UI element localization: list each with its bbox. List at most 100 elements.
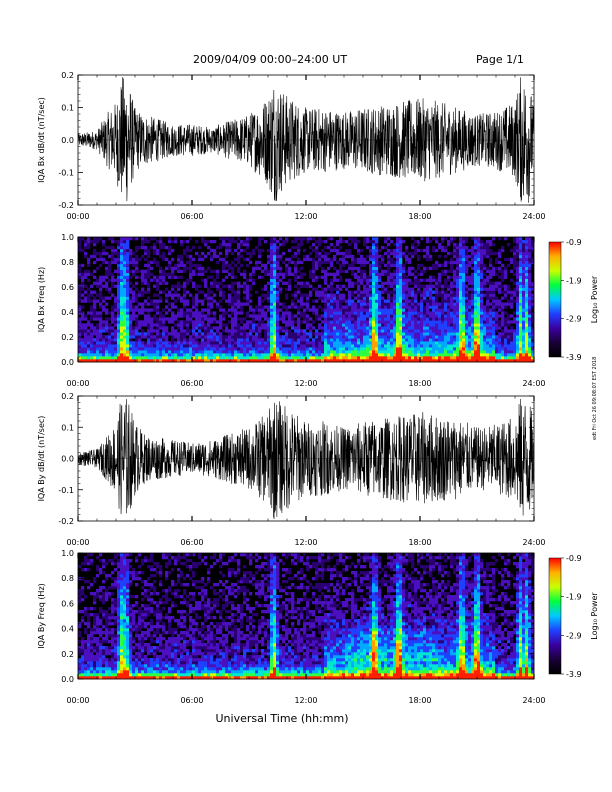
spectrogram-cell xyxy=(234,257,238,262)
spectrogram-cell xyxy=(423,296,427,300)
spectrogram-cell xyxy=(144,317,148,321)
spectrogram-cell xyxy=(429,302,433,306)
spectrogram-cell xyxy=(435,350,439,354)
spectrogram-cell xyxy=(141,242,145,247)
spectrogram-cell xyxy=(171,293,175,297)
spectrogram-cell xyxy=(153,302,157,306)
spectrogram-cell xyxy=(465,269,469,274)
spectrogram-cell xyxy=(465,299,469,303)
spectrogram-cell xyxy=(147,248,151,253)
spectrogram-cell xyxy=(192,263,196,268)
spectrogram-cell xyxy=(258,344,262,348)
spectrogram-cell xyxy=(375,311,379,315)
spectrogram-cell xyxy=(510,329,514,333)
spectrogram-cell xyxy=(465,323,469,327)
spectrogram-cell xyxy=(180,350,184,354)
spectrogram-cell xyxy=(210,320,214,324)
spectrogram-cell xyxy=(510,350,514,354)
spectrogram-cell xyxy=(357,302,361,306)
spectrogram-cell xyxy=(213,320,217,324)
spectrogram-cell xyxy=(312,305,316,309)
spectrogram-cell xyxy=(513,260,517,265)
spectrogram-cell xyxy=(171,326,175,330)
spectrogram-cell xyxy=(105,344,109,348)
spectrogram-cell xyxy=(255,314,259,318)
spectrogram-cell xyxy=(279,314,283,318)
spectrogram-cell xyxy=(459,242,463,247)
spectrogram-cell xyxy=(162,338,166,342)
spectrogram-cell xyxy=(183,344,187,348)
spectrogram-cell xyxy=(459,317,463,321)
spectrogram-cell xyxy=(108,254,112,259)
spectrogram-cell xyxy=(225,329,229,333)
spectrogram-cell xyxy=(327,266,331,271)
spectrogram-cell xyxy=(315,332,319,336)
spectrogram-cell xyxy=(456,254,460,259)
spectrogram-cell xyxy=(468,275,472,279)
spectrogram-cell xyxy=(381,257,385,262)
spectrogram-cell xyxy=(363,299,367,303)
spectrogram-cell xyxy=(195,239,199,244)
spectrogram-cell xyxy=(453,281,457,285)
spectrogram-cell xyxy=(456,344,460,348)
spectrogram-cell xyxy=(174,237,178,241)
spectrogram-cell xyxy=(357,338,361,342)
spectrogram-cell xyxy=(384,290,388,294)
spectrogram-cell xyxy=(96,332,100,336)
spectrogram-cell xyxy=(399,353,403,357)
spectrogram-cell xyxy=(312,299,316,303)
spectrogram-cell xyxy=(357,266,361,271)
spectrogram-cell xyxy=(441,302,445,306)
spectrogram-cell xyxy=(498,284,502,288)
spectrogram-cell xyxy=(522,254,526,259)
spectrogram-cell xyxy=(504,287,508,291)
spectrogram-cell xyxy=(417,257,421,262)
spectrogram-cell xyxy=(213,269,217,274)
spectrogram-cell xyxy=(444,353,448,357)
spectrogram-cell xyxy=(258,314,262,318)
spectrogram-cell xyxy=(150,323,154,327)
spectrogram-cell xyxy=(396,293,400,297)
spectrogram-cell xyxy=(348,317,352,321)
spectrogram-cell xyxy=(504,293,508,297)
spectrogram-cell xyxy=(411,332,415,336)
spectrogram-cell xyxy=(450,237,454,241)
spectrogram-cell xyxy=(294,284,298,288)
spectrogram-cell xyxy=(498,302,502,306)
spectrogram-cell xyxy=(513,332,517,336)
spectrogram-cell xyxy=(411,347,415,351)
spectrogram-cell xyxy=(120,320,124,324)
spectrogram-cell xyxy=(522,263,526,268)
spectrogram-cell xyxy=(135,341,139,345)
spectrogram-cell xyxy=(480,272,484,276)
spectrogram-cell xyxy=(369,251,373,256)
spectrogram-cell xyxy=(87,338,91,342)
spectrogram-cell xyxy=(252,359,256,363)
spectrogram-cell xyxy=(231,275,235,279)
spectrogram-cell xyxy=(243,296,247,300)
spectrogram-cell xyxy=(480,329,484,333)
spectrogram-cell xyxy=(465,278,469,282)
spectrogram-cell xyxy=(378,248,382,253)
spectrogram-cell xyxy=(369,311,373,315)
spectrogram-cell xyxy=(414,320,418,324)
spectrogram-cell xyxy=(174,341,178,345)
spectrogram-cell xyxy=(186,347,190,351)
spectrogram-cell xyxy=(381,320,385,324)
spectrogram-cell xyxy=(84,323,88,327)
spectrogram-cell xyxy=(480,278,484,282)
spectrogram-cell xyxy=(468,335,472,339)
spectrogram-cell xyxy=(324,278,328,282)
spectrogram-cell xyxy=(258,323,262,327)
spectrogram-cell xyxy=(360,278,364,282)
spectrogram-cell xyxy=(252,311,256,315)
spectrogram-cell xyxy=(390,257,394,262)
spectrogram-cell xyxy=(246,350,250,354)
spectrogram-cell xyxy=(345,287,349,291)
spectrogram-cell xyxy=(246,302,250,306)
spectrogram-cell xyxy=(123,332,127,336)
spectrogram-cell xyxy=(417,320,421,324)
spectrogram-cell xyxy=(180,320,184,324)
spectrogram-cell xyxy=(432,248,436,253)
spectrogram-cell xyxy=(345,305,349,309)
